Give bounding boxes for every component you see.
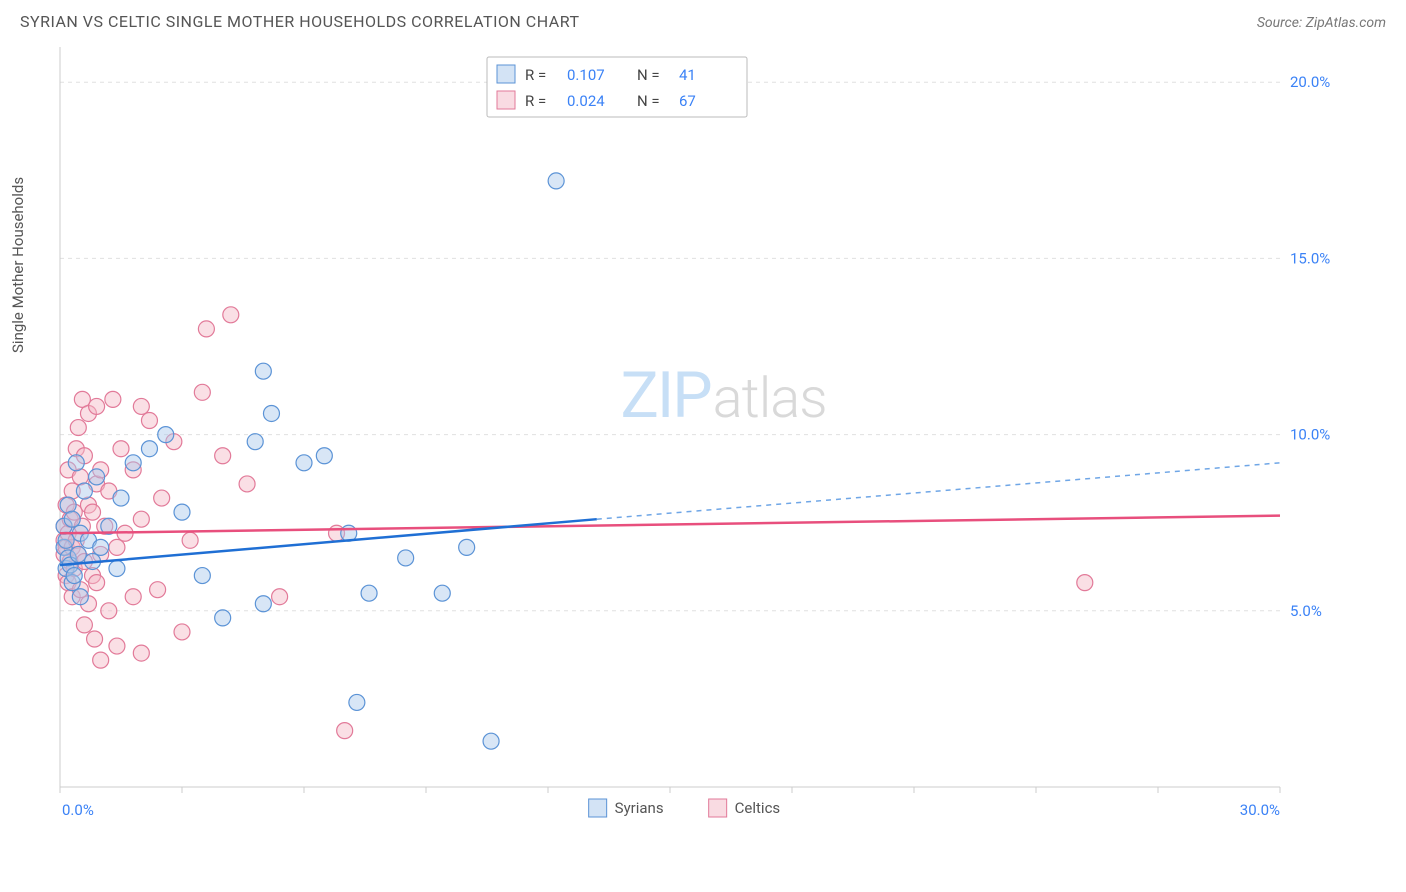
x-tick-label: 0.0% <box>62 801 94 819</box>
data-point-celtics <box>70 420 86 436</box>
data-point-syrians <box>247 434 263 450</box>
source-label: Source: ZipAtlas.com <box>1257 15 1386 31</box>
data-point-celtics <box>154 490 170 506</box>
y-tick-label: 15.0% <box>1290 249 1330 267</box>
data-point-celtics <box>198 321 214 337</box>
data-point-syrians <box>125 455 141 471</box>
data-point-celtics <box>182 532 198 548</box>
data-point-celtics <box>93 652 109 668</box>
data-point-syrians <box>548 173 564 189</box>
watermark-zip: ZIP <box>621 358 712 433</box>
data-point-celtics <box>125 589 141 605</box>
data-point-celtics <box>194 384 210 400</box>
y-tick-label: 20.0% <box>1290 73 1330 91</box>
data-point-syrians <box>263 405 279 421</box>
data-point-celtics <box>85 504 101 520</box>
legend-r-label: R = <box>525 66 546 84</box>
legend-r-value: 0.024 <box>567 92 605 110</box>
data-point-celtics <box>174 624 190 640</box>
data-point-syrians <box>459 539 475 555</box>
data-point-celtics <box>133 511 149 527</box>
legend-n-label: N = <box>637 66 660 84</box>
data-point-celtics <box>109 539 125 555</box>
chart-container: Single Mother Households 0.0%30.0%5.0%10… <box>20 37 1386 827</box>
data-point-syrians <box>296 455 312 471</box>
data-point-syrians <box>89 469 105 485</box>
data-point-celtics <box>87 631 103 647</box>
data-point-celtics <box>133 645 149 661</box>
data-point-syrians <box>68 455 84 471</box>
data-point-syrians <box>215 610 231 626</box>
data-point-celtics <box>223 307 239 323</box>
legend-n-label: N = <box>637 92 660 110</box>
data-point-syrians <box>70 546 86 562</box>
data-point-celtics <box>89 575 105 591</box>
legend-r-value: 0.107 <box>567 66 605 84</box>
data-point-syrians <box>255 363 271 379</box>
data-point-syrians <box>398 550 414 566</box>
scatter-plot: 0.0% 30.0% 5.0% 10.0% 15.0% 20.0% ZIPatlas R = 0… <box>20 37 1340 827</box>
data-point-celtics <box>215 448 231 464</box>
data-point-syrians <box>194 568 210 584</box>
data-point-celtics <box>89 398 105 414</box>
data-point-syrians <box>60 497 76 513</box>
legend-bottom-swatch <box>589 799 607 817</box>
y-axis-label: Single Mother Households <box>9 177 27 353</box>
data-point-syrians <box>93 539 109 555</box>
data-point-syrians <box>434 585 450 601</box>
legend-swatch <box>497 65 515 83</box>
data-point-celtics <box>113 441 129 457</box>
data-point-celtics <box>133 398 149 414</box>
data-point-celtics <box>109 638 125 654</box>
data-point-syrians <box>109 561 125 577</box>
data-point-celtics <box>101 603 117 619</box>
data-point-syrians <box>72 589 88 605</box>
legend-n-value: 41 <box>679 66 696 84</box>
data-point-syrians <box>316 448 332 464</box>
legend-r-label: R = <box>525 92 546 110</box>
data-point-syrians <box>66 568 82 584</box>
y-tick-label: 10.0% <box>1290 426 1330 444</box>
data-point-syrians <box>113 490 129 506</box>
x-tick-label: 30.0% <box>1240 801 1280 819</box>
data-point-celtics <box>239 476 255 492</box>
data-point-celtics <box>76 617 92 633</box>
data-point-syrians <box>255 596 271 612</box>
watermark-atlas: atlas <box>713 365 827 431</box>
data-point-celtics <box>337 723 353 739</box>
data-point-celtics <box>150 582 166 598</box>
data-point-syrians <box>64 511 80 527</box>
data-point-syrians <box>141 441 157 457</box>
data-point-syrians <box>76 483 92 499</box>
legend-n-value: 67 <box>679 92 696 110</box>
trend-celtics <box>60 516 1280 534</box>
data-point-celtics <box>72 469 88 485</box>
y-tick-label: 5.0% <box>1290 602 1322 620</box>
data-point-celtics <box>141 413 157 429</box>
chart-header: SYRIAN VS CELTIC SINGLE MOTHER HOUSEHOLD… <box>0 0 1406 37</box>
chart-title: SYRIAN VS CELTIC SINGLE MOTHER HOUSEHOLD… <box>20 12 580 31</box>
data-point-syrians <box>483 733 499 749</box>
data-point-celtics <box>1077 575 1093 591</box>
data-point-syrians <box>349 694 365 710</box>
legend-swatch <box>497 91 515 109</box>
data-point-syrians <box>158 427 174 443</box>
data-point-syrians <box>58 532 74 548</box>
data-point-celtics <box>272 589 288 605</box>
trend-syrians-dash <box>597 463 1280 519</box>
legend-bottom-label: Syrians <box>615 799 664 817</box>
data-point-syrians <box>361 585 377 601</box>
data-point-syrians <box>174 504 190 520</box>
legend-bottom-label: Celtics <box>735 799 781 817</box>
legend-bottom-swatch <box>709 799 727 817</box>
data-point-celtics <box>105 391 121 407</box>
